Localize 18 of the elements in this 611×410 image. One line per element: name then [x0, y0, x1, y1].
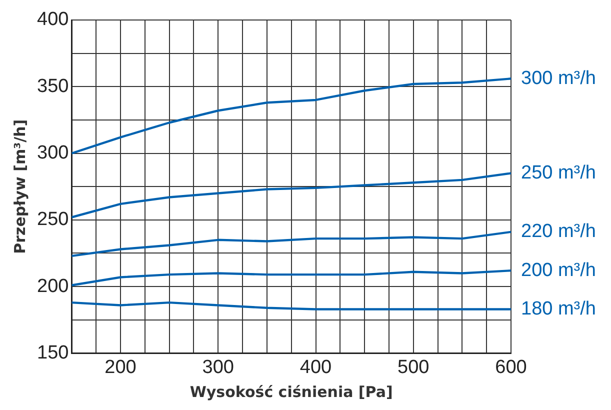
- x-tick-label: 400: [300, 356, 332, 378]
- x-tick-label: 500: [398, 356, 430, 378]
- y-tick-label: 350: [37, 76, 69, 97]
- x-tick-label: 200: [104, 356, 136, 378]
- x-axis-title: Wysokość ciśnienia [Pa]: [190, 382, 393, 401]
- series-label: 250 m³/h: [521, 162, 596, 184]
- y-tick-label: 150: [37, 342, 69, 364]
- series-label: 220 m³/h: [521, 221, 596, 242]
- series-label: 180 m³/h: [521, 298, 596, 320]
- y-axis-title: Przepływ [m³/h]: [10, 119, 29, 254]
- y-tick-label: 200: [37, 276, 69, 297]
- series-label: 300 m³/h: [521, 68, 596, 89]
- y-tick-label: 400: [37, 9, 69, 30]
- series-label: 200 m³/h: [521, 260, 596, 281]
- y-tick-label: 250: [37, 209, 69, 230]
- x-tick-label: 600: [495, 356, 527, 378]
- y-tick-label: 300: [37, 142, 69, 164]
- x-tick-label: 300: [202, 356, 234, 378]
